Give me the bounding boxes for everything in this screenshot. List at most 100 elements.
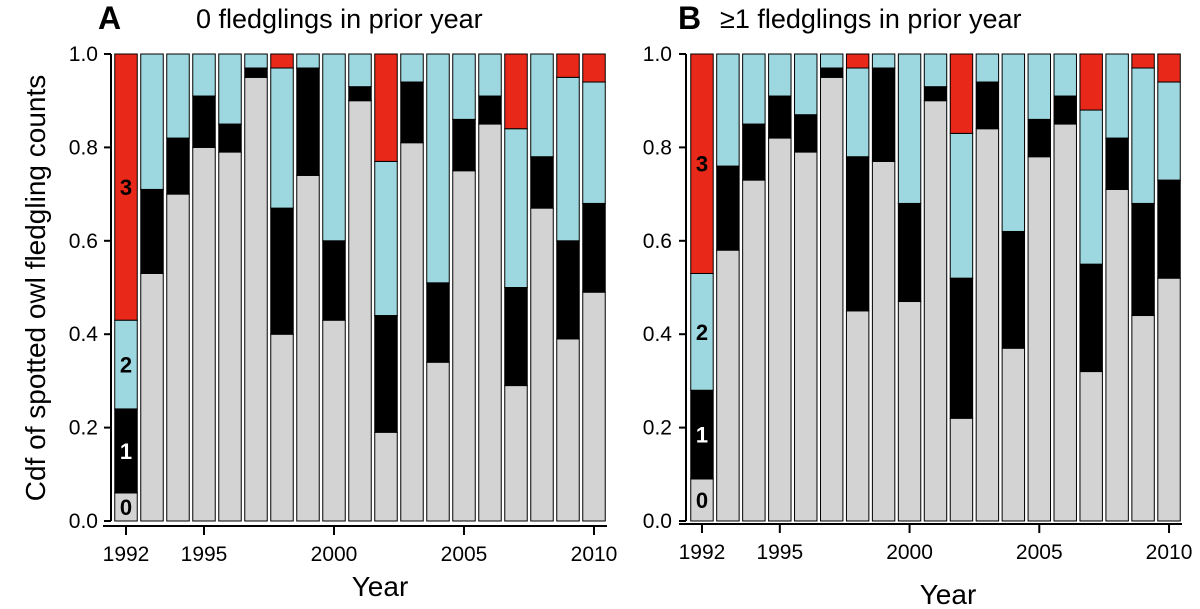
bar-2003-count-0 xyxy=(400,142,424,522)
bar-2010-count-0 xyxy=(582,291,606,522)
bar-2004-count-2 xyxy=(1001,53,1026,232)
bar-2010-count-2 xyxy=(582,81,606,204)
bar-2008-count-1 xyxy=(530,156,554,209)
bar-1998-count-1 xyxy=(270,207,294,335)
bar-2007-count-2 xyxy=(504,128,528,288)
bar-2001-count-1 xyxy=(923,86,948,102)
bar-2002-count-0 xyxy=(949,417,974,522)
x-tick-label: 2005 xyxy=(441,543,488,566)
bar-2006-count-0 xyxy=(478,123,502,522)
bar-1995-count-1 xyxy=(192,95,216,148)
bar-2007-count-0 xyxy=(504,385,528,522)
bar-1998-count-3 xyxy=(845,53,870,69)
bar-2000-count-1 xyxy=(897,202,922,303)
bar-2006-count-2 xyxy=(478,53,502,97)
bar-2001-count-1 xyxy=(348,86,372,102)
bar-2007-count-2 xyxy=(1079,109,1103,265)
bar-2002-count-2 xyxy=(374,160,398,317)
bar-1997-count-1 xyxy=(819,67,844,78)
y-axis-title: Cdf of spotted owl fledgling counts xyxy=(20,75,51,501)
bar-1993-count-2 xyxy=(716,53,740,167)
bar-2005-count-0 xyxy=(1027,156,1052,522)
bar-1995-count-0 xyxy=(768,137,792,522)
bar-1994-count-0 xyxy=(166,193,190,522)
bar-1993-count-2 xyxy=(140,53,164,190)
x-tick-label: 2000 xyxy=(886,541,933,564)
bar-2010-count-1 xyxy=(582,202,606,293)
x-tick-label: 1995 xyxy=(756,541,803,564)
segment-label-1: 1 xyxy=(696,423,708,448)
bar-1998-count-0 xyxy=(845,310,870,522)
bar-2009-count-2 xyxy=(1131,67,1155,204)
x-tick-label: 1992 xyxy=(103,543,150,566)
segment-label-2: 2 xyxy=(120,353,132,378)
bar-2006-count-1 xyxy=(478,95,502,125)
bar-2004-count-2 xyxy=(426,53,450,284)
bar-2003-count-2 xyxy=(975,53,1000,83)
x-tick-label: 2005 xyxy=(1016,541,1063,564)
y-tick-label: 1.0 xyxy=(643,43,672,66)
bar-2003-count-1 xyxy=(975,81,1000,130)
bar-1995-count-1 xyxy=(768,95,792,139)
segment-label-0: 0 xyxy=(120,495,132,520)
y-tick-label: 0.0 xyxy=(69,510,98,533)
bar-1992-count-3 xyxy=(690,53,714,274)
bar-2005-count-1 xyxy=(452,118,476,172)
bar-1999-count-0 xyxy=(871,160,896,522)
bar-2008-count-2 xyxy=(1105,53,1129,139)
bar-2001-count-2 xyxy=(348,53,372,88)
bar-1995-count-2 xyxy=(768,53,792,97)
bar-2000-count-2 xyxy=(322,53,346,242)
bar-2010-count-0 xyxy=(1157,277,1181,522)
bar-2002-count-1 xyxy=(949,277,974,419)
bar-2005-count-1 xyxy=(1027,118,1052,158)
bar-2010-count-3 xyxy=(1157,53,1181,83)
y-tick-label: 0.6 xyxy=(643,230,672,253)
y-tick-label: 0.8 xyxy=(69,136,98,159)
bar-2010-count-2 xyxy=(1157,81,1181,181)
bar-1997-count-0 xyxy=(244,76,268,522)
bar-1999-count-2 xyxy=(296,53,320,69)
bar-2004-count-1 xyxy=(426,282,450,363)
y-tick-label: 0.4 xyxy=(69,323,99,346)
segment-label-0: 0 xyxy=(696,488,708,513)
bar-1997-count-2 xyxy=(244,53,268,69)
y-tick-label: 0.6 xyxy=(69,230,98,253)
bar-1994-count-1 xyxy=(742,123,766,181)
bar-2007-count-3 xyxy=(504,53,528,130)
panel-b-plot: 0.0 0.2 0.4 0.6 0.8 1.0 0 1 2 3 1992 1995 2000 2005 20… xyxy=(643,43,1193,564)
bar-1997-count-0 xyxy=(819,76,844,522)
bar-2009-count-1 xyxy=(1131,202,1155,317)
bar-2002-count-3 xyxy=(949,53,974,134)
x-tick-label: 2010 xyxy=(571,543,618,566)
x-tick-label: 2010 xyxy=(1146,541,1193,564)
panel-b-x-axis-title: Year xyxy=(920,579,977,609)
bar-1998-count-2 xyxy=(845,67,870,158)
panel-a-x-axis-title: Year xyxy=(352,571,409,602)
x-tick-label: 2000 xyxy=(311,543,358,566)
y-tick-label: 0.8 xyxy=(643,136,672,159)
bar-2009-count-0 xyxy=(1131,315,1155,522)
bar-2008-count-1 xyxy=(1105,137,1129,190)
bar-1994-count-0 xyxy=(742,179,766,522)
bar-1997-count-1 xyxy=(244,67,268,78)
bar-2006-count-1 xyxy=(1053,95,1077,125)
x-tick-label: 1995 xyxy=(181,543,228,566)
panel-a-letter: A xyxy=(98,0,121,36)
bar-1999-count-0 xyxy=(296,174,320,522)
bar-1996-count-1 xyxy=(218,123,242,153)
bar-2001-count-0 xyxy=(348,100,372,522)
segment-label-3: 3 xyxy=(696,152,708,177)
bar-1998-count-3 xyxy=(270,53,294,69)
bar-2008-count-0 xyxy=(530,207,554,522)
bar-1996-count-2 xyxy=(794,53,818,116)
y-tick-label: 0.4 xyxy=(643,323,673,346)
bar-2001-count-0 xyxy=(923,100,948,522)
segment-label-1: 1 xyxy=(120,439,132,464)
bar-1998-count-0 xyxy=(270,333,294,522)
bar-1993-count-0 xyxy=(140,272,164,522)
bar-2000-count-1 xyxy=(322,240,346,321)
bar-1996-count-2 xyxy=(218,53,242,125)
y-tick-label: 0.2 xyxy=(643,417,672,440)
